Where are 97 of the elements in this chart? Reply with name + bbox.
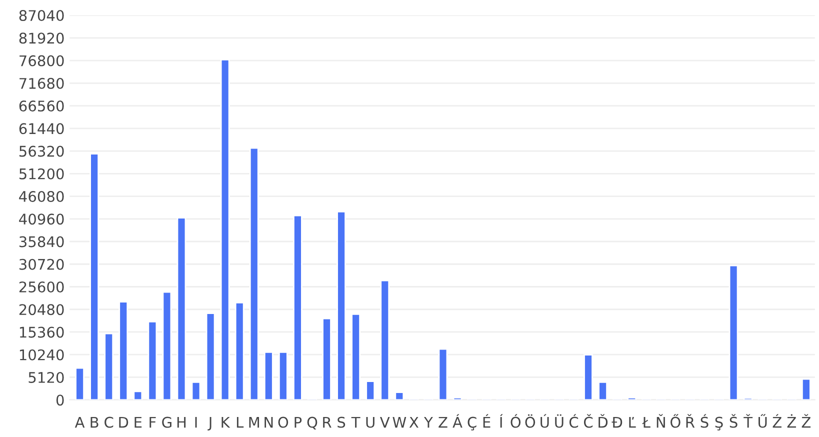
x-tick-label: Á xyxy=(452,414,462,428)
x-tick-label: Z xyxy=(438,416,448,428)
y-tick-label: 5120 xyxy=(28,372,64,383)
x-tick-label: Ć xyxy=(569,414,578,428)
x-tick-label: Ř xyxy=(686,414,695,428)
x-tick-label: T xyxy=(351,416,360,428)
x-tick-label: Š xyxy=(730,414,738,428)
bar xyxy=(133,390,143,400)
bar xyxy=(162,291,172,400)
x-tick-label: A xyxy=(74,416,85,428)
y-tick-label: 87040 xyxy=(19,10,64,22)
x-tick-label: U xyxy=(366,416,374,428)
x-tick-label: M xyxy=(249,416,259,428)
bar xyxy=(351,313,361,400)
x-tick-label: P xyxy=(294,416,302,428)
y-tick-label: 20480 xyxy=(19,304,64,316)
bar xyxy=(148,320,158,400)
x-tick-label: Ł xyxy=(642,416,650,428)
x-tick-label: Ş xyxy=(715,416,723,430)
x-tick-label: Ő xyxy=(670,414,680,428)
x-tick-label: Ď xyxy=(598,414,608,428)
bar xyxy=(728,264,738,400)
bar xyxy=(336,210,346,400)
y-tick-label: 40960 xyxy=(19,214,64,225)
x-tick-label: X xyxy=(409,416,418,428)
x-tick-label: Ó xyxy=(510,414,521,428)
x-tick-label: Ż xyxy=(787,414,796,428)
bar xyxy=(234,302,244,400)
bar xyxy=(191,381,201,400)
x-tick-label: O xyxy=(278,416,288,428)
bar xyxy=(584,354,593,400)
bar xyxy=(176,217,186,400)
y-tick-label: 25600 xyxy=(19,281,64,292)
x-tick-label: H xyxy=(177,416,186,428)
y-tick-label: 61440 xyxy=(19,123,64,134)
y-tick-label: 51200 xyxy=(19,168,64,180)
x-tick-label: Č xyxy=(584,414,593,428)
x-tick-label: Y xyxy=(424,416,433,428)
bar xyxy=(249,147,259,400)
y-tick-label: 30720 xyxy=(19,258,64,270)
x-tick-label: Ú xyxy=(540,414,549,428)
y-tick-label: 76800 xyxy=(20,55,64,66)
x-tick-label: É xyxy=(483,414,490,428)
bar xyxy=(75,367,84,400)
y-tick-label: 35840 xyxy=(19,236,64,248)
x-tick-label: Ś xyxy=(700,414,708,428)
x-tick-label: Ű xyxy=(758,414,767,428)
bar xyxy=(90,153,100,400)
y-tick-label: 81920 xyxy=(19,32,64,44)
bar xyxy=(394,392,404,400)
x-tick-label: Ü xyxy=(555,414,564,428)
x-tick-label: B xyxy=(90,416,98,428)
x-tick-label: Ç xyxy=(468,416,476,430)
x-tick-label: S xyxy=(338,416,346,428)
bar xyxy=(627,396,637,400)
bar xyxy=(220,58,230,400)
x-tick-label: C xyxy=(104,416,114,428)
x-tick-label: V xyxy=(380,416,390,428)
x-tick-label: K xyxy=(222,416,230,428)
y-tick-label: 56320 xyxy=(19,146,64,157)
x-tick-label: Q xyxy=(307,416,318,430)
bar xyxy=(322,318,332,400)
bar xyxy=(264,351,274,400)
x-tick-label: J xyxy=(208,416,212,431)
y-tick-label: 0 xyxy=(56,394,64,406)
bar xyxy=(293,214,302,400)
bar xyxy=(802,378,811,400)
bar xyxy=(206,312,216,400)
x-tick-label: Ž xyxy=(802,414,811,428)
x-tick-label: E xyxy=(134,416,142,428)
x-tick-label: N xyxy=(264,416,273,428)
bar xyxy=(598,381,608,400)
x-tick-label: Ö xyxy=(525,414,536,428)
bar xyxy=(118,301,128,400)
x-tick-label: D xyxy=(119,416,128,428)
bar xyxy=(104,332,114,400)
x-tick-label: Ź xyxy=(772,414,782,428)
x-tick-label: Đ xyxy=(612,416,622,428)
x-tick-label: Ť xyxy=(744,414,753,428)
y-tick-label: 71680 xyxy=(20,78,64,89)
x-tick-label: F xyxy=(150,416,156,428)
x-tick-label: G xyxy=(162,416,172,428)
x-tick-label: L xyxy=(236,416,244,428)
x-tick-label: I xyxy=(195,416,197,428)
y-tick-label: 46080 xyxy=(19,190,64,202)
x-tick-label: Ľ xyxy=(629,416,636,428)
bar xyxy=(380,280,390,400)
bar xyxy=(278,351,288,400)
x-tick-label: R xyxy=(323,416,332,428)
bar xyxy=(366,380,376,400)
y-tick-label: 66560 xyxy=(19,100,64,112)
y-tick-label: 15360 xyxy=(20,326,64,338)
y-tick-label: 10240 xyxy=(20,349,64,360)
x-tick-label: Ň xyxy=(656,414,665,428)
x-tick-label: Í xyxy=(500,414,503,428)
x-tick-label: W xyxy=(392,416,406,428)
bar xyxy=(438,348,448,400)
